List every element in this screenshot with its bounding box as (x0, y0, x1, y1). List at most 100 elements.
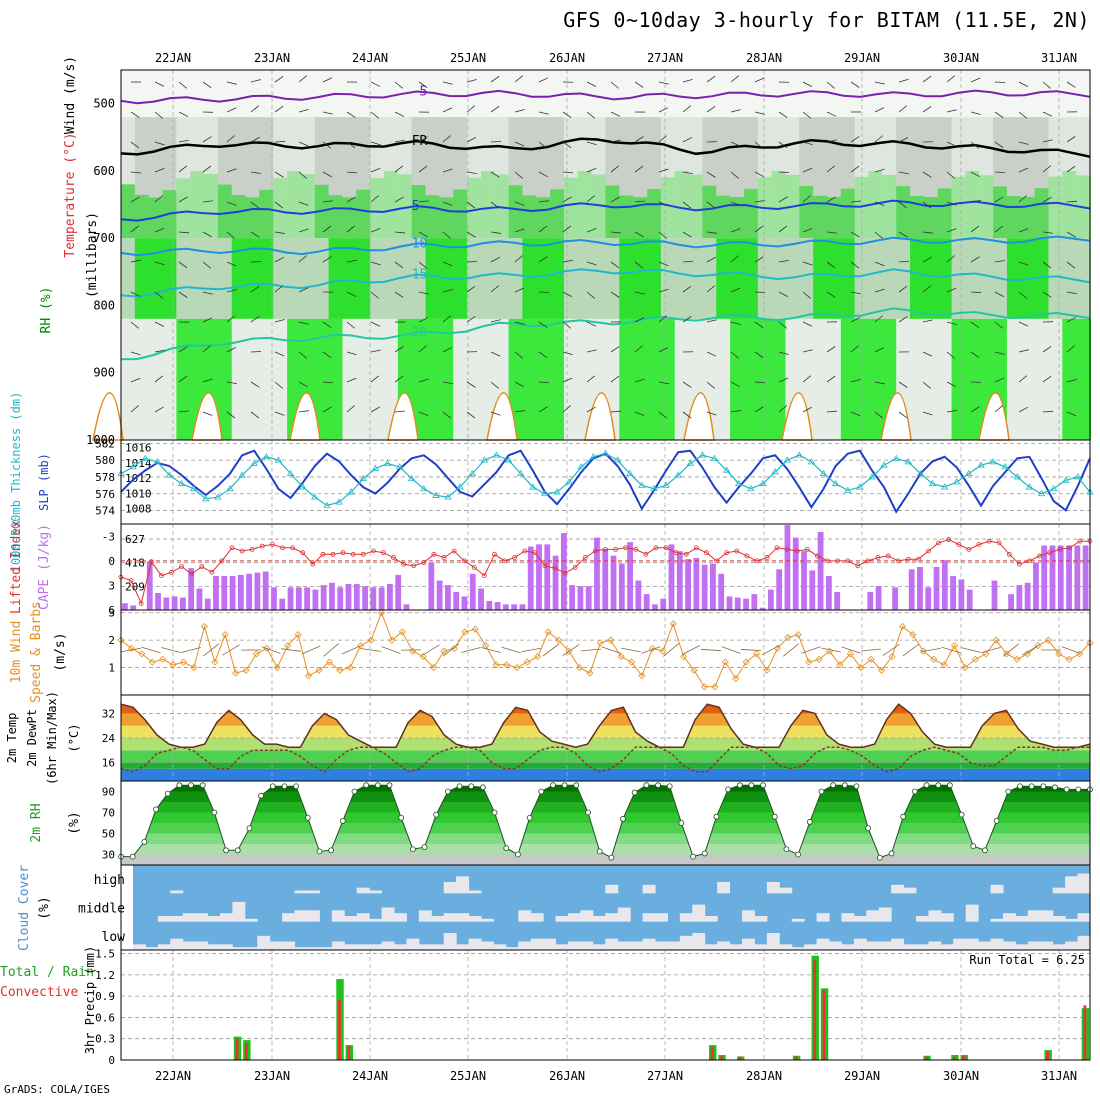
wind-speed-point (607, 636, 615, 644)
surface-wind-barb (981, 646, 1001, 654)
rh-band-fill (121, 854, 1090, 865)
wind-barb (586, 261, 597, 266)
wind-barb (202, 136, 212, 143)
thickness-point (395, 463, 404, 470)
rh-band (439, 318, 455, 440)
cloud-cell-middle (170, 916, 184, 922)
wind-barb (346, 377, 357, 383)
wind-barb (394, 81, 403, 89)
date-label-bottom: 26JAN (549, 1069, 585, 1083)
cape-bar (635, 580, 642, 610)
wind-barb (730, 410, 741, 413)
pressure-axis-label: (millibars) (85, 212, 100, 298)
thickness-point (189, 484, 198, 492)
wind-speed-point (794, 631, 802, 639)
cape-bar (1016, 585, 1023, 610)
rh-band (826, 197, 842, 239)
surface-wind-barb (1002, 643, 1020, 657)
li-point (360, 551, 366, 557)
rh-point (806, 819, 813, 825)
isotherm-label: 20 (412, 325, 428, 340)
wind-speed-point (627, 658, 636, 666)
li-point (754, 558, 760, 564)
wind-barb (490, 381, 499, 389)
wind-barb (778, 141, 788, 149)
cloud-cell-low (816, 938, 830, 950)
pressure-tick-label: 800 (93, 298, 115, 312)
cloud-cell-high (605, 884, 619, 894)
wind-barb (178, 346, 188, 353)
wind-barb (994, 405, 1003, 413)
cloud-cell-middle (331, 910, 345, 922)
rh-band (826, 117, 842, 198)
wind-barb (250, 315, 260, 323)
rh-point (374, 782, 381, 789)
cloud-cell-low (729, 944, 743, 950)
wind-barb (946, 409, 957, 413)
cloud-cell-middle (816, 913, 830, 922)
wind-speed-point (127, 644, 135, 652)
li-point (431, 551, 437, 557)
wind-barb (202, 231, 212, 238)
wind-speed-point (1013, 655, 1021, 663)
cape-bar (660, 598, 667, 610)
cape-bar (685, 559, 691, 610)
warm-plume (584, 392, 616, 441)
rh-band (840, 117, 856, 198)
wind-barb (754, 381, 766, 383)
wind-barb (346, 351, 357, 356)
cloud-cell-high (779, 887, 793, 894)
rh-point (666, 783, 673, 790)
cape-bar (693, 557, 700, 610)
li-point (502, 558, 507, 564)
li-point (825, 558, 830, 564)
li-point (310, 561, 316, 567)
thickness-point (698, 451, 707, 458)
wind-speed-point (805, 658, 813, 666)
rh-band (951, 176, 967, 239)
cloud-cell-low (878, 941, 892, 950)
rh-band (647, 238, 662, 319)
cloud-cell-low (568, 941, 581, 950)
wind-barb (226, 135, 235, 143)
wind-barb (154, 291, 163, 299)
rh-band (910, 238, 925, 319)
wind-speed-point (284, 642, 292, 650)
rh-point (1040, 783, 1047, 790)
wind-barb (1066, 81, 1076, 88)
wind-barb (610, 261, 620, 269)
rh-band (647, 318, 662, 440)
li-point (956, 542, 962, 547)
li-point (946, 537, 952, 542)
rh-point (561, 782, 568, 789)
cape-bar (237, 574, 244, 610)
wind-barb (1042, 375, 1052, 383)
rh-point (947, 782, 953, 789)
cloud-cell-low (244, 947, 258, 950)
wind-barb (586, 349, 597, 353)
wind-barb (634, 136, 644, 143)
isotherm-label: 10 (412, 236, 428, 251)
cloud-cell-low (1015, 944, 1029, 950)
wind-barb (634, 81, 644, 88)
wind-barb (586, 321, 597, 327)
rh-band (273, 117, 289, 198)
wind-barb (898, 201, 908, 209)
thickness-point (504, 456, 513, 463)
wind-barb (754, 111, 765, 115)
wind-barb (298, 201, 309, 206)
pressure-tick-label: 700 (93, 231, 115, 245)
cloud-cell-low (157, 944, 171, 950)
wind-barb (370, 167, 381, 173)
thickness-point (1049, 484, 1058, 492)
cloud-cell-low (1027, 941, 1041, 950)
wind-barb (946, 381, 957, 387)
li-point (693, 545, 699, 551)
wind-barb (370, 349, 381, 353)
wind-barb (706, 351, 717, 357)
cape-bar (817, 531, 824, 610)
wind-speed-point (763, 666, 771, 674)
wind-barb (514, 171, 523, 179)
cape-bar (602, 548, 609, 610)
wind-barb (706, 411, 717, 416)
